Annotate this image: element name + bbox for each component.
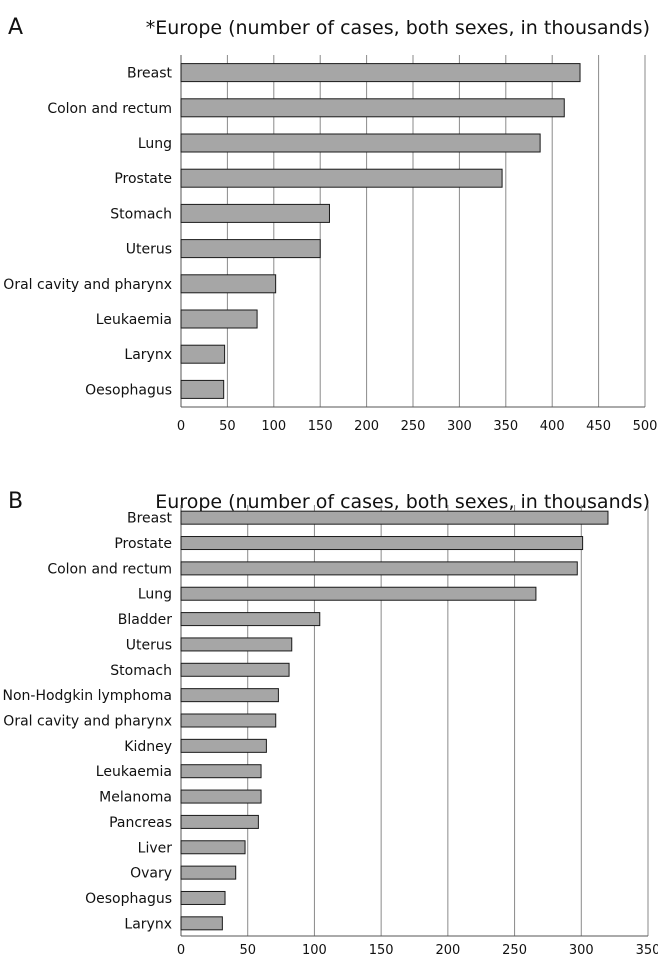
x-tick-label: 50 — [219, 419, 236, 434]
category-label: Oral cavity and pharynx — [3, 714, 172, 730]
category-label: Oesophagus — [85, 891, 172, 907]
category-label: Kidney — [124, 739, 172, 755]
category-label: Uterus — [126, 242, 172, 258]
bar — [180, 536, 584, 551]
bar — [180, 344, 226, 364]
category-labels: Breast Colon and rectum Lung Prostate Stomac… — [3, 66, 172, 399]
chart-title: *Europe (number of cases, both sexes, in… — [146, 17, 650, 39]
bar — [180, 738, 267, 753]
x-tick-label: 500 — [633, 419, 658, 434]
bars — [180, 510, 609, 931]
category-label: Breast — [127, 511, 173, 527]
category-label: Uterus — [126, 637, 172, 653]
panel-letter: B — [8, 489, 23, 514]
category-label: Bladder — [118, 612, 172, 628]
x-tick-label: 400 — [540, 419, 565, 434]
x-tick-label: 150 — [308, 419, 333, 434]
x-tick-label: 350 — [636, 943, 658, 957]
category-labels: Breast Prostate Colon and rectum Lung Bladde… — [2, 511, 172, 933]
category-label: Oesophagus — [85, 382, 172, 398]
category-label: Lung — [138, 136, 172, 152]
x-tick-label: 300 — [447, 419, 472, 434]
x-tick-label: 200 — [435, 943, 460, 957]
bar — [180, 840, 246, 855]
bars — [180, 63, 581, 399]
bar — [180, 890, 226, 905]
bar — [180, 63, 581, 83]
category-label: Larynx — [124, 347, 172, 363]
x-tick-label: 200 — [354, 419, 379, 434]
bar — [180, 561, 578, 576]
x-tick-label: 250 — [502, 943, 527, 957]
category-label: Stomach — [110, 663, 172, 679]
category-label: Non-Hodgkin lymphoma — [2, 688, 172, 704]
category-label: Leukaemia — [96, 764, 172, 780]
x-tick-label: 450 — [586, 419, 611, 434]
x-tick-label: 50 — [239, 943, 256, 957]
bar — [180, 662, 290, 677]
panel-b: B Europe (number of cases, both sexes, i… — [2, 489, 658, 957]
bar — [180, 203, 330, 223]
bar — [180, 379, 225, 399]
category-label: Lung — [138, 587, 172, 603]
category-label: Prostate — [114, 171, 172, 187]
x-tick-label: 300 — [569, 943, 594, 957]
bar — [180, 865, 237, 880]
x-tick-label: 250 — [401, 419, 426, 434]
tick-labels: 0 50 100 150 200 250 300 350 400 450 500 — [177, 419, 658, 434]
category-label: Colon and rectum — [47, 101, 172, 117]
bar — [180, 274, 277, 294]
x-tick-label: 0 — [177, 419, 185, 434]
category-label: Stomach — [110, 206, 172, 222]
category-label: Breast — [127, 66, 173, 82]
category-label: Ovary — [130, 866, 172, 882]
x-tick-label: 100 — [302, 943, 327, 957]
category-label: Leukaemia — [96, 312, 172, 328]
bar — [180, 612, 321, 627]
category-label: Melanoma — [99, 790, 172, 806]
x-tick-label: 100 — [261, 419, 286, 434]
bar — [180, 239, 321, 259]
bar — [180, 133, 541, 153]
bar — [180, 168, 503, 188]
category-label: Pancreas — [109, 815, 172, 831]
category-label: Colon and rectum — [47, 561, 172, 577]
bar — [180, 814, 259, 829]
panel-letter: A — [8, 15, 23, 40]
category-label: Larynx — [124, 916, 172, 932]
bar — [180, 688, 279, 703]
bar — [180, 713, 277, 728]
panel-a: A *Europe (number of cases, both sexes, … — [3, 15, 657, 434]
bar — [180, 916, 223, 931]
tick-labels: 0 50 100 150 200 250 300 350 — [177, 943, 658, 957]
category-label: Oral cavity and pharynx — [3, 277, 172, 293]
chart-title: Europe (number of cases, both sexes, in … — [155, 491, 650, 513]
bar — [180, 789, 262, 804]
bar — [180, 764, 262, 779]
bar — [180, 98, 565, 118]
bar — [180, 309, 258, 329]
bar — [180, 586, 537, 601]
category-label: Prostate — [114, 536, 172, 552]
category-label: Liver — [138, 840, 173, 856]
x-tick-label: 0 — [177, 943, 185, 957]
bar — [180, 637, 293, 652]
x-tick-label: 350 — [493, 419, 518, 434]
bar — [180, 510, 609, 525]
x-tick-label: 150 — [369, 943, 394, 957]
